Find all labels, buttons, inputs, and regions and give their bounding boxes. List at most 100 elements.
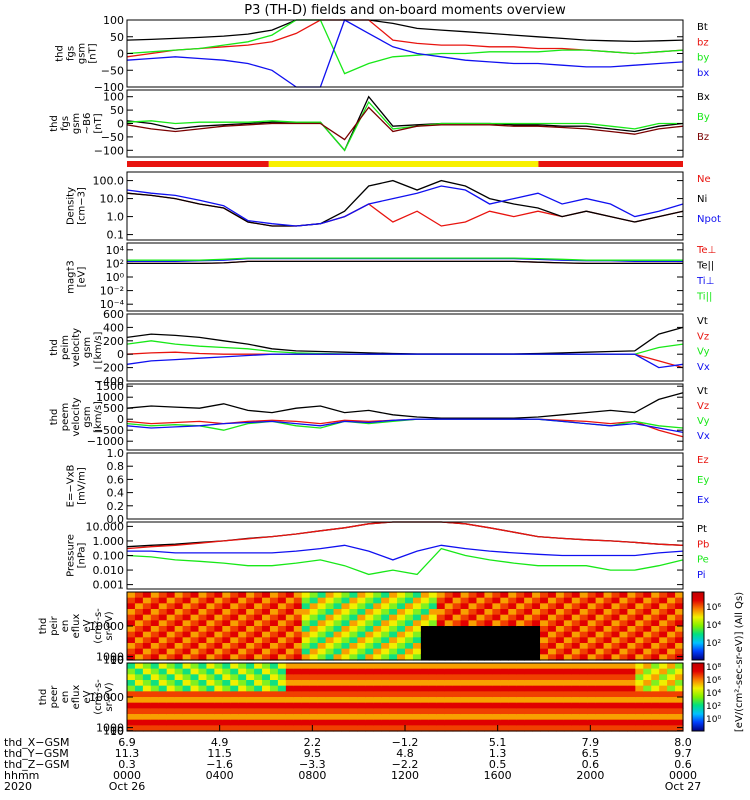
spectrogram-cell — [293, 654, 303, 661]
spectrogram-cell — [397, 680, 406, 687]
spectrogram-cell — [563, 714, 573, 721]
spectrogram-cell — [603, 654, 613, 661]
spectrogram-cell — [500, 680, 509, 687]
spectrogram-cell — [484, 714, 493, 721]
x-tick-label: 1.3 — [489, 747, 507, 760]
spectrogram-cell — [436, 691, 446, 698]
spectrogram-cell — [222, 637, 231, 644]
spectrogram-cell — [611, 719, 621, 726]
spectrogram-cell — [246, 663, 255, 670]
spectrogram-cell — [166, 725, 176, 732]
spectrogram-cell — [579, 697, 589, 704]
spectrogram-cell — [651, 663, 660, 670]
spectrogram-cell — [555, 663, 565, 670]
spectrogram-cell — [603, 592, 613, 599]
series-line-Te|| — [127, 260, 683, 265]
spectrogram-cell — [555, 592, 565, 599]
spectrogram-cell — [524, 680, 533, 687]
spectrogram-cell — [547, 697, 557, 704]
spectrogram-cell — [269, 614, 279, 621]
spectrogram-cell — [603, 697, 613, 704]
spectrogram-cell — [547, 654, 557, 661]
spectrogram-cell — [452, 626, 462, 633]
spectrogram-cell — [174, 708, 184, 715]
y-tick-label: 10² — [106, 257, 124, 270]
legend-entry: By — [697, 112, 710, 123]
spectrogram-cell — [492, 702, 501, 709]
spectrogram-cell — [547, 643, 557, 650]
spectrogram-cell — [611, 614, 621, 621]
spectrogram-cell — [309, 620, 319, 627]
spectrogram-cell — [397, 719, 406, 726]
spectrogram-cell — [349, 691, 358, 698]
spectrogram-cell — [524, 719, 533, 726]
spectrogram-cell — [325, 702, 335, 709]
spectrogram-cell — [230, 685, 239, 692]
spectrogram-cell — [508, 614, 517, 621]
spectrogram-cell — [254, 620, 263, 627]
y-axis-label-line: velocity — [71, 328, 82, 367]
spectrogram-cell — [436, 680, 446, 687]
spectrogram-cell — [643, 643, 652, 650]
spectrogram-cell — [436, 668, 446, 675]
spectrogram-cell — [214, 663, 223, 670]
spectrogram-cell — [563, 685, 573, 692]
spectrogram-cell — [611, 725, 621, 732]
spectrogram-cell — [524, 620, 533, 627]
spectrogram-cell — [428, 708, 438, 715]
spectrogram-cell — [595, 631, 605, 638]
spectrogram-cell — [309, 597, 319, 604]
spectrogram-cell — [349, 620, 358, 627]
spectrogram-cell — [428, 680, 438, 687]
spectrogram-cell — [254, 719, 263, 726]
spectrogram-cell — [452, 708, 462, 715]
spectrogram-cell — [555, 674, 565, 681]
spectrogram-cell — [571, 668, 581, 675]
spectrogram-cell — [516, 697, 525, 704]
spectrogram-cell — [285, 648, 295, 655]
spectrogram-cell — [603, 725, 613, 732]
spectrogram-cell — [333, 714, 343, 721]
spectrogram-cell — [500, 685, 509, 692]
spectrogram-cell — [365, 691, 374, 698]
spectrogram-cell — [460, 637, 470, 644]
spectrogram-cell — [420, 654, 430, 661]
spectrogram-cell — [182, 648, 192, 655]
spectrogram-cell — [627, 680, 636, 687]
spectrogram-cell — [190, 708, 200, 715]
spectrogram-cell — [444, 626, 454, 633]
spectrogram-cell — [349, 719, 358, 726]
spectrogram-cell — [373, 685, 382, 692]
spectrogram-cell — [595, 691, 605, 698]
spectrogram-cell — [222, 674, 231, 681]
spectrogram-cell — [373, 714, 382, 721]
spectrogram-cell — [412, 643, 422, 650]
spectrogram-cell — [603, 620, 613, 627]
y-tick-label: 10⁻² — [100, 285, 124, 298]
spectrogram-cell — [563, 626, 573, 633]
spectrogram-cell — [405, 603, 414, 610]
spectrogram-cell — [262, 643, 271, 650]
spectrogram-cell — [254, 654, 263, 661]
spectrogram-cell — [174, 680, 184, 687]
spectrogram-cell — [587, 674, 597, 681]
x-tick-label: 8.0 — [674, 736, 692, 749]
spectrogram-cell — [349, 663, 358, 670]
spectrogram-cell — [150, 654, 160, 661]
spectrogram-cell — [134, 708, 144, 715]
spectrogram-cell — [182, 663, 192, 670]
spectrogram-cell — [389, 654, 398, 661]
spectrogram-cell — [516, 626, 525, 633]
spectrogram-cell — [134, 620, 144, 627]
spectrogram-cell — [579, 685, 589, 692]
spectrogram-cell — [214, 725, 223, 732]
spectrogram-cell — [452, 643, 462, 650]
spectrogram-cell — [579, 663, 589, 670]
spectrogram-cell — [675, 674, 684, 681]
spectrogram-cell — [325, 668, 335, 675]
spectrogram-cell — [611, 631, 621, 638]
spectrogram-cell — [293, 725, 303, 732]
spectrogram-cell — [627, 626, 636, 633]
spectrogram-cell — [412, 719, 422, 726]
